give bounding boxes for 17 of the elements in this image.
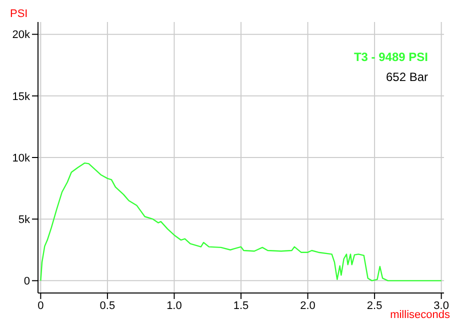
line-series bbox=[40, 162, 442, 282]
x-tick-label: 1.0 bbox=[166, 300, 182, 312]
y-tick-label: 20k bbox=[12, 29, 30, 42]
y-tick-label: 0 bbox=[24, 276, 30, 288]
x-tick-label: 1.5 bbox=[233, 300, 249, 312]
annotation: 652 Bar bbox=[386, 70, 428, 84]
x-tick-label: 0 bbox=[38, 300, 44, 312]
y-tick-label: 15k bbox=[12, 90, 30, 103]
x-tick-label: 2.0 bbox=[300, 300, 316, 312]
x-tick-label: 0.5 bbox=[100, 300, 116, 312]
x-axis-title: milliseconds bbox=[390, 309, 450, 321]
x-tick-label: 2.5 bbox=[366, 300, 382, 312]
y-axis-title: PSI bbox=[10, 8, 28, 20]
annotation: T3 - 9489 PSI bbox=[354, 50, 428, 64]
y-tick-label: 10k bbox=[12, 152, 30, 164]
x-tick-label: 3.0 bbox=[434, 300, 449, 312]
y-tick-label: 5k bbox=[18, 214, 30, 226]
